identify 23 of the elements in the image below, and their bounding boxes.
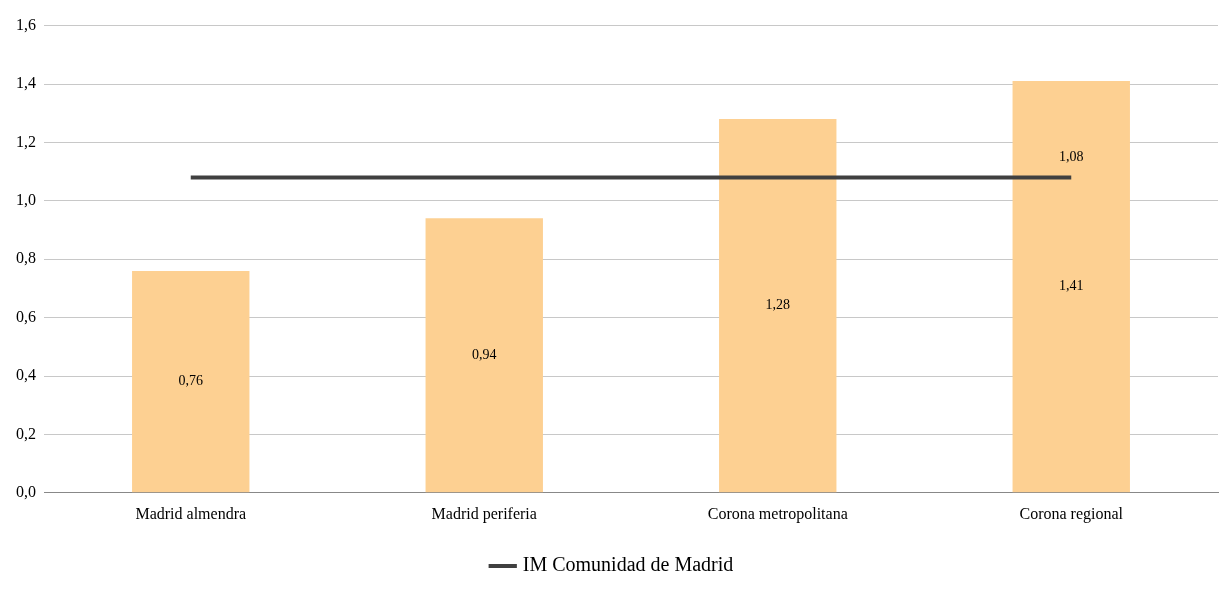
y-tick-label: 0,8 [16, 249, 36, 267]
x-tick-label: Madrid almendra [135, 504, 247, 522]
data-label: 0,76 [178, 373, 203, 389]
data-label: 1,41 [1059, 278, 1084, 294]
y-tick-label: 1,6 [16, 15, 36, 33]
x-tick-label: Madrid periferia [431, 504, 537, 523]
y-tick-label: 0,2 [16, 424, 36, 442]
bar [425, 218, 543, 493]
x-tick-label: Corona metropolitana [707, 504, 848, 523]
legend-label: IM Comunidad de Madrid [522, 553, 734, 576]
y-tick-label: 0,4 [16, 366, 36, 384]
bar [132, 270, 250, 493]
data-label: 1,08 [1059, 149, 1084, 165]
bar [1012, 81, 1130, 493]
data-label: 0,94 [472, 346, 497, 362]
data-label: 1,28 [765, 297, 790, 313]
y-tick-label: 1,4 [16, 74, 36, 92]
y-tick-label: 1,2 [16, 132, 36, 150]
bar [719, 119, 837, 493]
y-tick-label: 1,0 [16, 191, 36, 208]
y-tick-label: 0,0 [16, 483, 36, 500]
x-tick-label: Corona regional [1019, 504, 1124, 523]
y-tick-label: 0,6 [16, 307, 36, 325]
